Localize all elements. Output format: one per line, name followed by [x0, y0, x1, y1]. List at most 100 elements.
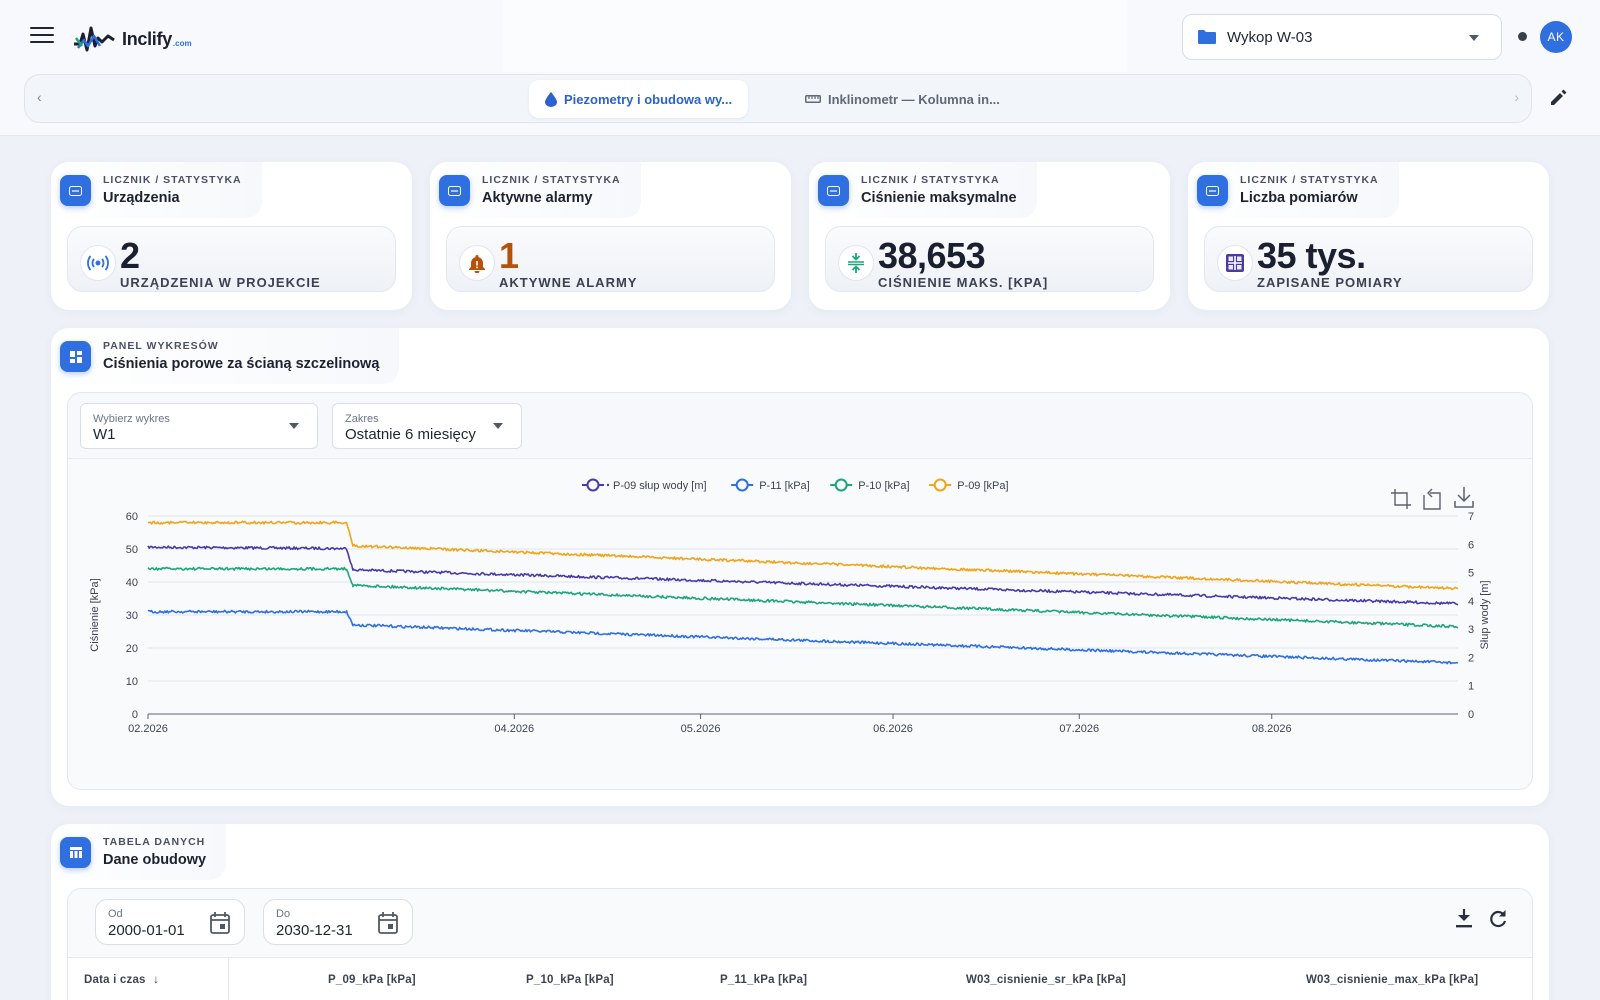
x-tick-label: 05.2026 — [681, 723, 721, 735]
user-avatar[interactable]: AK — [1540, 21, 1572, 53]
card-eyebrow: LICZNIK / STATYSTYKA — [1240, 174, 1379, 186]
date-from-field[interactable]: Od 2000-01-01 — [95, 899, 245, 945]
card-header: LICZNIK / STATYSTYKA Aktywne alarmy — [430, 162, 641, 218]
calendar-icon[interactable] — [210, 912, 230, 934]
card-eyebrow: LICZNIK / STATYSTYKA — [482, 174, 621, 186]
y-right-tick-label: 0 — [1468, 709, 1474, 721]
download-table-icon[interactable] — [1455, 909, 1473, 929]
card-title: Liczba pomiarów — [1240, 190, 1358, 206]
x-tick-label: 02.2026 — [128, 723, 168, 735]
card-header: TABELA DANYCH Dane obudowy — [51, 824, 227, 880]
card-title: Aktywne alarmy — [482, 190, 593, 206]
dashboard-icon — [60, 341, 91, 372]
stat-card-measurements: LICZNIK / STATYSTYKA Liczba pomiarów 35 … — [1188, 162, 1549, 310]
legend-label: P-11 [kPa] — [759, 480, 810, 492]
logo-text: Inclify — [122, 28, 172, 49]
card-eyebrow: PANEL WYKRESÓW — [103, 340, 219, 352]
column-header-p10[interactable]: P_10_kPa [kPa] — [526, 974, 614, 986]
card-eyebrow: LICZNIK / STATYSTYKA — [103, 174, 242, 186]
y-tick-label: 0 — [132, 709, 138, 721]
app-logo[interactable]: Inclify .com — [72, 22, 192, 56]
chart-toolbar: Wybierz wykres W1 Zakres Ostatnie 6 mies… — [68, 393, 1532, 459]
chevron-down-icon — [289, 423, 299, 429]
legend-item[interactable]: P-09 słup wody [m] — [582, 478, 707, 493]
range-select-label: Zakres — [345, 413, 379, 425]
chart-panel: PANEL WYKRESÓW Ciśnienia porowe za ścian… — [51, 328, 1549, 806]
hamburger-menu-icon[interactable] — [30, 27, 54, 47]
table-frame: Od 2000-01-01 Do 2030-12-31 D — [67, 888, 1533, 1000]
chart-select-value: W1 — [93, 426, 116, 443]
tabs-scroll-right-icon[interactable]: › — [1514, 89, 1519, 105]
chart-select[interactable]: Wybierz wykres W1 — [80, 403, 318, 449]
card-title: Ciśnienia porowe za ścianą szczelinową — [103, 356, 380, 372]
tab-label: Piezometry i obudowa wy... — [564, 91, 733, 107]
zoom-reset-icon[interactable] — [1423, 488, 1441, 510]
stat-label: URZĄDZENIA W PROJEKCIE — [120, 275, 321, 290]
date-to-label: Do — [276, 908, 291, 920]
tab-label: Inklinometr — Kolumna in... — [828, 91, 1000, 107]
y-right-axis-title: Słup wody [m] — [1479, 580, 1491, 649]
y-right-tick-label: 4 — [1468, 596, 1474, 608]
stat-value: 35 tys. — [1257, 235, 1366, 276]
tab-inklinometr[interactable]: Inklinometr — Kolumna in... — [789, 80, 1016, 118]
legend-marker-icon — [735, 478, 749, 492]
card-title: Dane obudowy — [103, 852, 207, 868]
table-panel: TABELA DANYCH Dane obudowy Od 2000-01-01… — [51, 824, 1549, 1000]
tabs-scroll-left-icon[interactable]: ‹ — [37, 89, 42, 105]
card-header: LICZNIK / STATYSTYKA Ciśnienie maksymaln… — [809, 162, 1037, 218]
tab-piezometry[interactable]: Piezometry i obudowa wy... — [529, 80, 749, 118]
connection-status-dot — [1518, 32, 1527, 41]
column-header-p11[interactable]: P_11_kPa [kPa] — [720, 974, 808, 986]
counter-icon — [818, 175, 849, 206]
download-chart-icon[interactable] — [1454, 487, 1474, 508]
column-header-w03-max[interactable]: W03_cisnienie_max_kPa [kPa] — [1306, 974, 1479, 986]
calendar-icon[interactable] — [378, 912, 398, 934]
stat-label: AKTYWNE ALARMY — [499, 275, 638, 290]
card-eyebrow: TABELA DANYCH — [103, 836, 206, 848]
card-title: Ciśnienie maksymalne — [861, 190, 1017, 206]
card-header: PANEL WYKRESÓW Ciśnienia porowe za ścian… — [51, 328, 400, 384]
ruler-icon — [805, 94, 821, 104]
table-header-row: Data i czas ↓ P_09_kPa [kPa] P_10_kPa [k… — [68, 957, 1532, 1000]
column-header-w03-avg[interactable]: W03_cisnienie_sr_kPa [kPa] — [966, 974, 1126, 986]
stat-box: 35 tys. ZAPISANE POMIARY — [1204, 226, 1533, 292]
x-tick-label: 04.2026 — [494, 723, 534, 735]
broadcast-icon — [80, 245, 116, 281]
project-select-value: Wykop W-03 — [1227, 28, 1313, 46]
compress-icon — [838, 245, 874, 281]
stat-value: 2 — [120, 235, 140, 276]
card-eyebrow: LICZNIK / STATYSTYKA — [861, 174, 1000, 186]
folder-icon — [1198, 30, 1216, 44]
stat-label: CIŚNIENIE MAKS. [KPA] — [878, 275, 1049, 290]
legend-marker-icon — [834, 478, 848, 492]
stat-value: 1 — [499, 235, 519, 276]
y-tick-label: 30 — [126, 610, 138, 622]
y-tick-label: 20 — [126, 643, 138, 655]
series-line-0 — [147, 545, 1459, 606]
table-icon — [60, 837, 91, 868]
legend-item[interactable]: P-11 [kPa] — [731, 478, 810, 493]
y-right-tick-label: 1 — [1468, 681, 1474, 693]
stat-card-max-pressure: LICZNIK / STATYSTYKA Ciśnienie maksymaln… — [809, 162, 1170, 310]
x-tick-label: 07.2026 — [1059, 723, 1099, 735]
column-header-p09[interactable]: P_09_kPa [kPa] — [328, 974, 416, 986]
legend-marker-icon — [933, 478, 947, 492]
refresh-icon[interactable] — [1488, 909, 1508, 929]
y-tick-label: 60 — [126, 511, 138, 523]
y-right-tick-label: 3 — [1468, 624, 1474, 636]
legend-item[interactable]: P-10 [kPa] — [830, 478, 910, 493]
legend-item[interactable]: P-09 [kPa] — [929, 478, 1009, 493]
column-header-datetime[interactable]: Data i czas ↓ — [84, 974, 159, 986]
range-select[interactable]: Zakres Ostatnie 6 miesięcy — [332, 403, 522, 449]
zoom-select-icon[interactable] — [1391, 489, 1411, 509]
y-right-tick-label: 2 — [1468, 652, 1474, 664]
chart-select-label: Wybierz wykres — [93, 413, 170, 425]
y-tick-label: 40 — [126, 577, 138, 589]
dashboard-tabs: ‹ Piezometry i obudowa wy... Inklinometr… — [24, 74, 1532, 123]
stat-box: 2 URZĄDZENIA W PROJEKCIE — [67, 226, 396, 292]
edit-dashboard-pencil-icon[interactable] — [1548, 88, 1568, 113]
project-select[interactable]: Wykop W-03 — [1182, 14, 1502, 60]
pressure-chart[interactable]: 0 10 20 30 40 50 60 0 1 2 3 4 5 6 7 02.2026 04.2026 05.20… — [68, 459, 1533, 790]
header-center-area — [503, 0, 1127, 72]
date-to-field[interactable]: Do 2030-12-31 — [263, 899, 413, 945]
